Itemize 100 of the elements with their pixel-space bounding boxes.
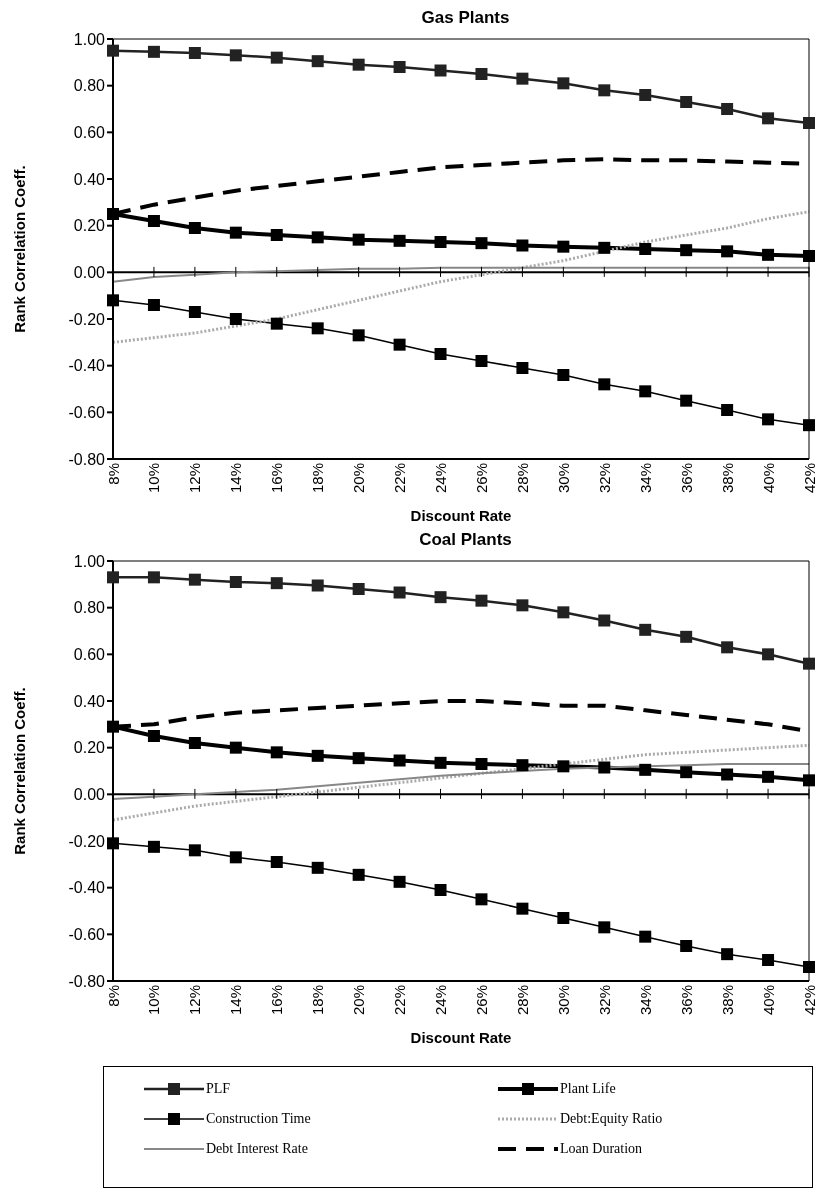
point xyxy=(188,573,201,586)
point xyxy=(434,756,447,769)
point xyxy=(475,758,488,770)
x-tick-label: 14% xyxy=(227,463,245,494)
point xyxy=(680,244,693,257)
point xyxy=(434,64,447,77)
point xyxy=(270,856,283,868)
point xyxy=(639,385,652,398)
point xyxy=(680,630,693,643)
point xyxy=(352,233,365,246)
point xyxy=(393,338,406,351)
y-axis-title: Rank Correlation Coeff. xyxy=(11,165,29,333)
point xyxy=(270,317,283,330)
y-tick-label: -0.60 xyxy=(68,926,106,944)
point xyxy=(229,49,242,62)
point xyxy=(393,586,406,599)
y-axis-title: Rank Correlation Coeff. xyxy=(11,687,29,855)
y-tick-label: 0.00 xyxy=(73,264,106,282)
point xyxy=(639,763,652,776)
y-tick-label: -0.20 xyxy=(68,310,106,328)
point xyxy=(352,583,365,595)
point xyxy=(147,571,160,584)
y-tick-label: -0.80 xyxy=(68,450,106,468)
point xyxy=(270,229,283,241)
point xyxy=(639,243,652,255)
point xyxy=(762,248,775,261)
point xyxy=(434,348,447,360)
y-tick-label: -0.20 xyxy=(68,832,106,850)
point xyxy=(107,44,119,57)
point xyxy=(598,241,611,254)
x-axis-title: Discount Rate xyxy=(410,507,512,524)
chart-title: Coal Plants xyxy=(418,530,513,551)
point xyxy=(557,760,570,773)
y-tick-label: -0.80 xyxy=(68,972,106,990)
x-tick-label: 28% xyxy=(513,463,531,494)
point xyxy=(721,948,734,961)
point xyxy=(475,355,488,367)
x-tick-label: 24% xyxy=(432,985,450,1016)
point xyxy=(352,58,365,71)
point xyxy=(107,837,119,850)
point xyxy=(557,77,570,90)
point xyxy=(311,579,324,592)
point xyxy=(147,730,160,742)
point xyxy=(434,236,447,248)
x-tick-label: 18% xyxy=(309,985,327,1016)
point xyxy=(229,576,242,588)
point xyxy=(762,413,775,426)
point xyxy=(762,648,775,661)
point xyxy=(188,47,201,59)
x-tick-label: 32% xyxy=(595,463,613,494)
legend-label: Debt Interest Rate xyxy=(206,1141,308,1157)
x-tick-label: 8% xyxy=(104,463,122,485)
x-tick-label: 36% xyxy=(677,463,695,494)
point xyxy=(803,774,815,787)
point xyxy=(557,240,570,253)
point xyxy=(107,571,119,584)
point xyxy=(147,45,160,58)
point xyxy=(352,329,365,342)
point xyxy=(721,404,734,416)
y-tick-label: 0.40 xyxy=(73,170,106,188)
point xyxy=(680,940,693,952)
x-tick-label: 18% xyxy=(309,463,327,494)
point xyxy=(803,961,815,973)
x-tick-label: 14% xyxy=(227,985,245,1016)
point xyxy=(147,299,160,311)
legend-label: Loan Duration xyxy=(560,1141,643,1157)
point xyxy=(598,761,611,774)
point xyxy=(188,222,201,234)
point xyxy=(311,749,324,762)
point xyxy=(721,103,734,115)
point xyxy=(393,875,406,888)
x-tick-label: 42% xyxy=(800,985,818,1016)
point xyxy=(803,419,815,432)
x-axis-title: Discount Rate xyxy=(410,1029,512,1046)
y-tick-label: -0.40 xyxy=(68,357,106,375)
y-tick-label: 0.00 xyxy=(73,786,106,804)
x-tick-label: 40% xyxy=(759,463,777,494)
point xyxy=(107,208,119,220)
x-tick-label: 42% xyxy=(800,463,818,494)
x-tick-label: 26% xyxy=(472,985,490,1016)
y-tick-label: -0.40 xyxy=(68,879,106,897)
point xyxy=(721,245,734,258)
point xyxy=(475,237,488,250)
point xyxy=(188,844,201,857)
point xyxy=(762,112,775,125)
y-tick-label: 1.00 xyxy=(73,552,106,570)
x-tick-label: 38% xyxy=(718,985,736,1016)
point xyxy=(475,594,488,607)
point xyxy=(598,614,611,627)
y-tick-label: 0.20 xyxy=(73,739,106,757)
point xyxy=(270,51,283,64)
point xyxy=(803,117,815,129)
x-tick-label: 36% xyxy=(677,985,695,1016)
x-tick-label: 20% xyxy=(350,463,368,494)
x-tick-label: 12% xyxy=(186,463,204,494)
x-tick-label: 38% xyxy=(718,463,736,494)
x-tick-label: 26% xyxy=(472,463,490,494)
x-tick-label: 20% xyxy=(350,985,368,1016)
point xyxy=(516,759,529,772)
point xyxy=(680,96,693,108)
